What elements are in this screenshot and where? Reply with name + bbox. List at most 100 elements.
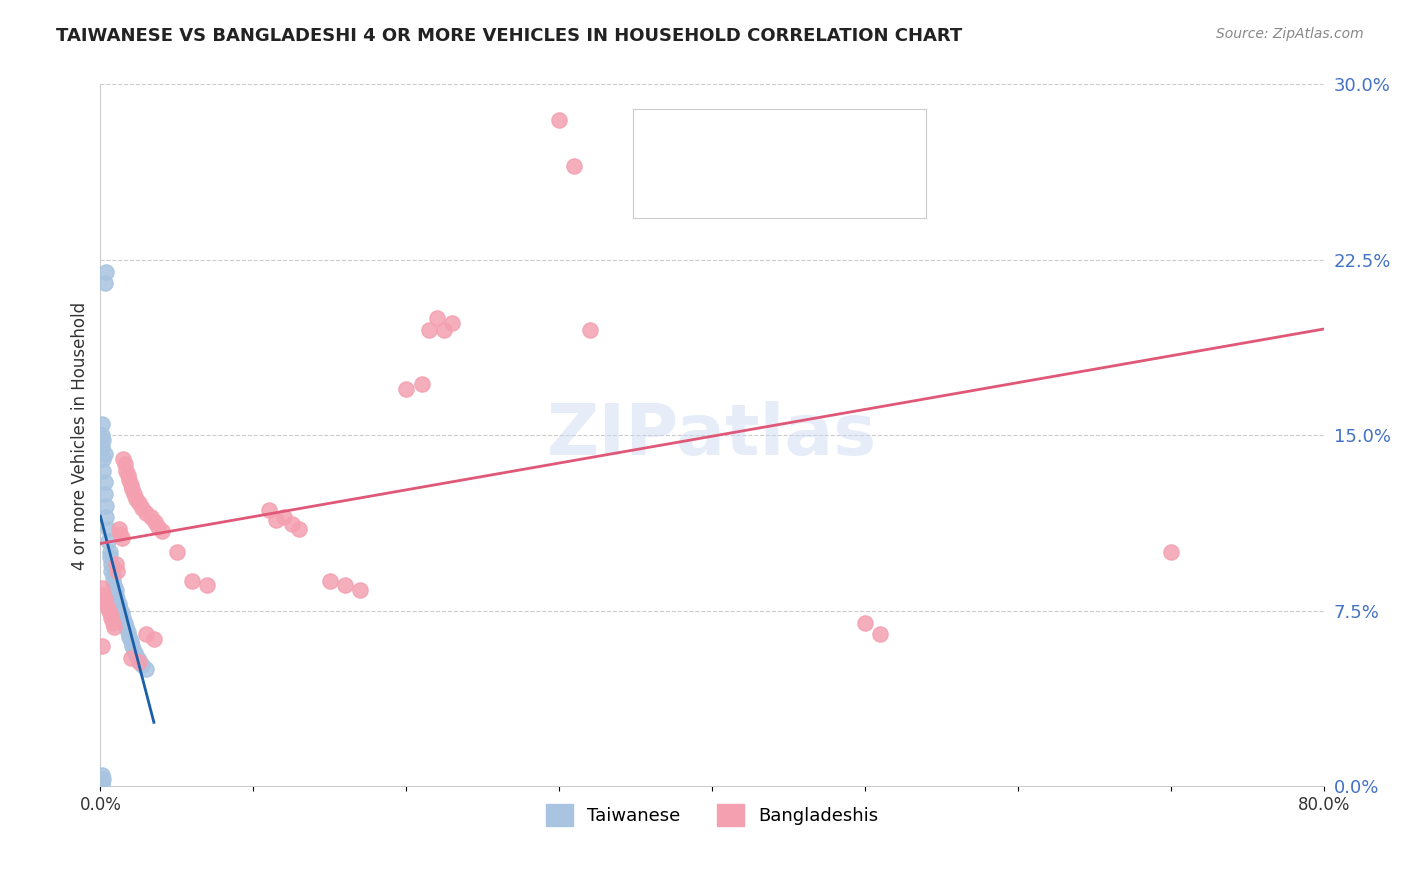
Point	[111, 532, 134, 546]
Point	[273, 510, 295, 524]
Point	[110, 601, 132, 615]
Point	[564, 159, 586, 173]
Point	[264, 513, 287, 527]
Point	[96, 499, 118, 513]
Point	[426, 311, 449, 326]
Point	[257, 503, 280, 517]
Point	[90, 768, 112, 782]
Point	[197, 578, 219, 592]
Point	[411, 376, 433, 391]
Point	[98, 607, 121, 621]
Point	[1160, 545, 1182, 559]
Point	[128, 656, 150, 670]
Point	[96, 265, 118, 279]
Point	[121, 639, 143, 653]
Point	[96, 510, 118, 524]
Point	[578, 323, 600, 337]
Point	[120, 650, 142, 665]
Point	[93, 772, 115, 787]
Point	[120, 634, 142, 648]
Point	[166, 545, 188, 559]
Point	[853, 615, 876, 630]
Point	[90, 440, 112, 454]
Point	[97, 533, 120, 548]
Point	[114, 457, 136, 471]
Point	[395, 382, 418, 396]
Point	[128, 496, 150, 510]
Point	[110, 526, 132, 541]
Point	[118, 473, 141, 487]
Point	[93, 451, 115, 466]
Point	[869, 627, 891, 641]
Point	[100, 557, 122, 571]
Text: ZIPatlas: ZIPatlas	[547, 401, 877, 470]
Text: R = 0.335   N = 44: R = 0.335 N = 44	[682, 133, 866, 151]
Point	[124, 491, 146, 506]
Point	[150, 524, 173, 539]
Point	[103, 620, 125, 634]
Point	[105, 564, 128, 578]
Point	[90, 581, 112, 595]
Point	[111, 607, 134, 621]
Point	[135, 506, 157, 520]
Point	[115, 464, 138, 478]
Point	[124, 648, 146, 663]
Text: R = 0.252   N = 58: R = 0.252 N = 58	[682, 178, 866, 196]
Point	[122, 487, 145, 501]
Point	[142, 632, 165, 646]
Point	[104, 582, 127, 597]
Point	[96, 597, 118, 611]
Point	[100, 611, 122, 625]
Y-axis label: 4 or more Vehicles in Household: 4 or more Vehicles in Household	[72, 301, 89, 569]
Point	[114, 615, 136, 630]
Point	[121, 483, 143, 497]
Point	[101, 569, 124, 583]
Point	[97, 522, 120, 536]
Legend: Taiwanese, Bangladeshis: Taiwanese, Bangladeshis	[538, 797, 886, 834]
Point	[288, 522, 311, 536]
Point	[101, 574, 124, 588]
Point	[118, 630, 141, 644]
Point	[94, 277, 117, 291]
Point	[135, 663, 157, 677]
Point	[94, 592, 117, 607]
Point	[94, 487, 117, 501]
Point	[107, 522, 129, 536]
Point	[90, 417, 112, 431]
Point	[104, 588, 127, 602]
Point	[93, 464, 115, 478]
Point	[433, 323, 456, 337]
Point	[94, 475, 117, 490]
Point	[139, 510, 162, 524]
Point	[117, 625, 139, 640]
Point	[122, 644, 145, 658]
Point	[135, 627, 157, 641]
Point	[100, 564, 122, 578]
Point	[107, 597, 129, 611]
Point	[98, 550, 121, 565]
Point	[90, 774, 112, 789]
Point	[115, 620, 138, 634]
Point	[117, 468, 139, 483]
Point	[112, 451, 135, 466]
Text: Source: ZipAtlas.com: Source: ZipAtlas.com	[1216, 27, 1364, 41]
Point	[131, 657, 153, 672]
Point	[90, 639, 112, 653]
Point	[418, 323, 440, 337]
Point	[104, 557, 127, 571]
Point	[148, 519, 170, 533]
Point	[105, 592, 128, 607]
Text: TAIWANESE VS BANGLADESHI 4 OR MORE VEHICLES IN HOUSEHOLD CORRELATION CHART: TAIWANESE VS BANGLADESHI 4 OR MORE VEHIC…	[56, 27, 963, 45]
Point	[280, 517, 302, 532]
Point	[93, 588, 115, 602]
Point	[94, 447, 117, 461]
Point	[181, 574, 204, 588]
Point	[333, 578, 356, 592]
Point	[90, 777, 112, 791]
Point	[101, 615, 124, 630]
Point	[349, 582, 371, 597]
Point	[128, 653, 150, 667]
Point	[131, 501, 153, 516]
Point	[97, 601, 120, 615]
Point	[120, 477, 142, 491]
